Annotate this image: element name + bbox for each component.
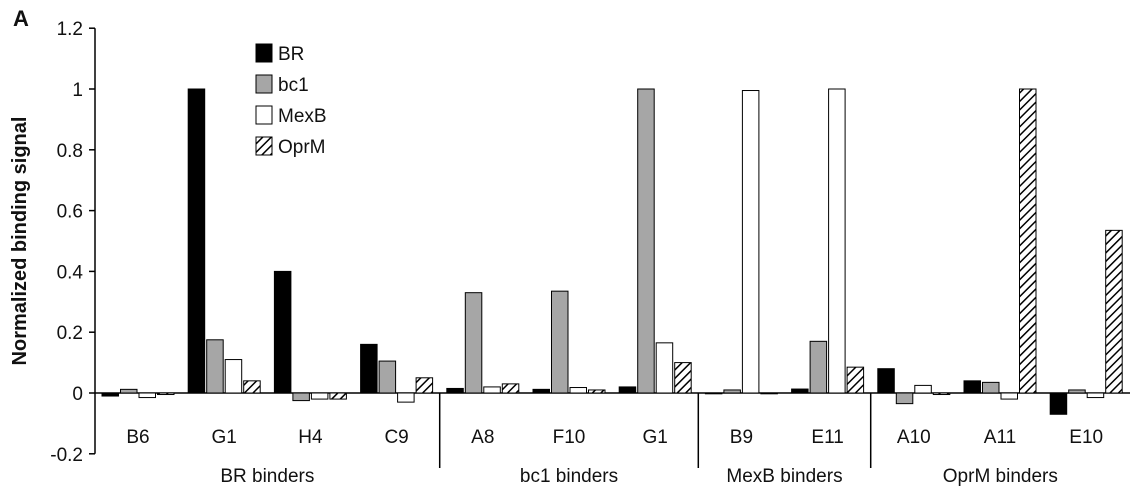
bar-mexb-g1	[224, 359, 243, 394]
bar-oprm-a10	[932, 392, 951, 396]
y-tick-label: 0	[72, 384, 83, 405]
x-tick-label: F10	[553, 427, 586, 448]
x-tick-label: G1	[212, 427, 237, 448]
bar-mexb-b9	[741, 90, 760, 394]
bar-oprm-e11	[846, 366, 865, 394]
x-tick-label: A8	[471, 427, 494, 448]
bar-bc1-g1	[637, 88, 655, 394]
panel-letter: A	[13, 6, 29, 31]
x-tick-label: E11	[811, 427, 843, 448]
bar-bc1-a11	[982, 381, 1000, 394]
bar-br-h4	[273, 270, 292, 394]
group-label: OprM binders	[943, 466, 1058, 487]
legend-swatch-mexb	[255, 105, 273, 125]
bar-mexb-b6	[138, 392, 156, 399]
bar-oprm-b9	[760, 392, 778, 395]
y-axis-label: Normalized binding signal	[9, 117, 31, 366]
x-tick-label: C9	[384, 427, 408, 448]
bar-bc1-e10	[1068, 389, 1086, 394]
y-tick-label: 0.2	[57, 323, 83, 344]
bar-br-e11	[791, 388, 809, 394]
bar-bc1-a10	[895, 392, 914, 405]
group-label: MexB binders	[726, 466, 842, 487]
x-tick-label: E10	[1069, 427, 1103, 448]
legend-label-bc1: bc1	[278, 75, 309, 96]
group-label: bc1 binders	[520, 466, 618, 487]
y-tick-label: -0.2	[50, 445, 83, 466]
bar-br-g1	[618, 386, 637, 394]
bar-oprm-f10	[588, 389, 606, 394]
bar-mexb-a10	[914, 384, 932, 394]
bar-bc1-f10	[551, 290, 569, 394]
bar-bc1-e11	[809, 340, 828, 394]
x-tick-label: B9	[730, 427, 753, 448]
bar-mexb-c9	[397, 392, 415, 403]
y-tick-label: 0.6	[57, 202, 83, 223]
bar-bc1-a8	[464, 292, 483, 394]
group-label: BR binders	[220, 466, 314, 487]
bar-oprm-c9	[415, 377, 434, 394]
bar-mexb-a8	[483, 386, 501, 394]
bar-mexb-e10	[1086, 392, 1105, 399]
legend-label-mexb: MexB	[278, 106, 327, 127]
bar-oprm-g1	[674, 362, 692, 394]
x-tick-label: A11	[984, 427, 1016, 448]
legend-label-br: BR	[278, 44, 304, 65]
bar-oprm-b6	[157, 392, 175, 396]
legend-swatch-bc1	[255, 74, 273, 94]
bar-oprm-g1	[243, 380, 261, 394]
x-tick-label: A10	[897, 427, 931, 448]
bar-bc1-b6	[120, 388, 138, 394]
y-tick-label: 1	[72, 80, 83, 101]
bar-br-f10	[532, 388, 550, 394]
bar-mexb-e11	[828, 88, 846, 394]
bar-oprm-a11	[1019, 88, 1037, 394]
legend: BR bc1 MexB OprM	[255, 43, 327, 158]
bar-oprm-a8	[501, 383, 520, 394]
bar-br-g1	[187, 88, 206, 394]
bar-bc1-g1	[206, 339, 224, 394]
bar-mexb-a11	[1000, 392, 1018, 400]
legend-swatch-oprm	[255, 136, 273, 156]
bar-oprm-h4	[329, 392, 347, 400]
bar-br-a10	[877, 368, 895, 394]
bar-br-c9	[360, 343, 378, 394]
y-tick-label: 0.8	[57, 141, 83, 162]
bar-oprm-e10	[1105, 229, 1123, 394]
bar-bc1-b9	[723, 389, 741, 394]
legend-label-oprm: OprM	[278, 137, 326, 158]
y-tick-label: 1.2	[57, 19, 83, 40]
bar-mexb-f10	[569, 387, 587, 394]
legend-swatch-br	[255, 43, 273, 63]
bar-br-b9	[704, 392, 723, 395]
bar-mexb-h4	[310, 392, 329, 400]
bar-br-a8	[446, 387, 464, 394]
bar-br-e10	[1049, 392, 1068, 415]
y-tick-label: 0.4	[57, 262, 84, 283]
bar-br-a11	[963, 380, 981, 394]
bar-mexb-g1	[655, 342, 674, 394]
bar-bc1-c9	[378, 360, 397, 394]
x-tick-label: G1	[643, 427, 668, 448]
bar-br-b6	[101, 392, 119, 397]
bar-bc1-h4	[292, 392, 310, 402]
x-tick-label: B6	[126, 427, 149, 448]
x-tick-label: H4	[298, 427, 323, 448]
